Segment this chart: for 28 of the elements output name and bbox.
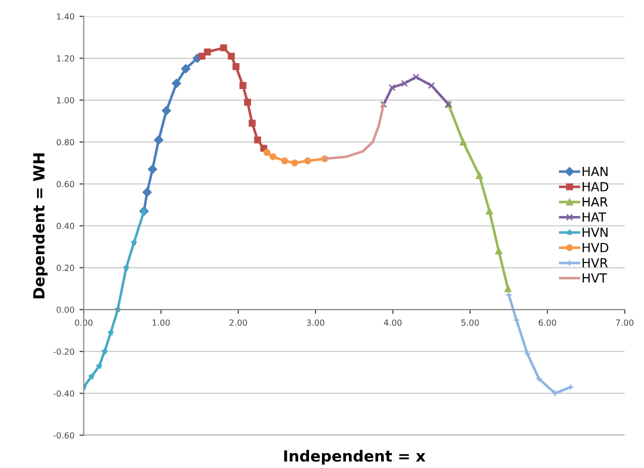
x-tick-label: 4.00 <box>384 319 402 326</box>
y-tick-label: -0.20 <box>54 348 74 355</box>
legend-label: HAT <box>582 212 606 222</box>
y-axis-title: Dependent = WH <box>32 153 48 298</box>
legend-label: HAN <box>582 166 608 176</box>
legend-label: HVN <box>582 228 608 237</box>
legend-label: HVR <box>582 258 608 268</box>
y-tick-label: 0.40 <box>56 222 74 230</box>
x-tick-label: 1.00 <box>152 319 170 326</box>
legend-label: HAR <box>582 197 608 206</box>
y-tick-label: 1.00 <box>57 97 74 104</box>
y-tick-label: 1.40 <box>57 13 74 20</box>
y-tick-label: 1.20 <box>57 55 74 62</box>
y-tick-label: 0.00 <box>56 306 74 313</box>
y-tick-label: 0.60 <box>56 180 74 188</box>
x-axis-title: Independent = x <box>284 450 426 465</box>
legend-label: HAD <box>582 182 608 192</box>
y-tick-label: 0.80 <box>56 139 74 146</box>
y-tick-label: 0.20 <box>56 264 74 271</box>
y-tick-label: -0.40 <box>54 390 74 397</box>
legend-label: HVT <box>582 273 608 283</box>
y-tick-label: -0.60 <box>54 432 74 439</box>
x-tick-label: 7.00 <box>616 319 634 326</box>
x-tick-label: 5.00 <box>461 319 479 326</box>
legend-label: HVD <box>582 242 608 252</box>
x-tick-label: 2.00 <box>230 319 248 326</box>
x-tick-label: 3.00 <box>306 319 324 326</box>
x-tick-label: 6.00 <box>538 319 556 326</box>
